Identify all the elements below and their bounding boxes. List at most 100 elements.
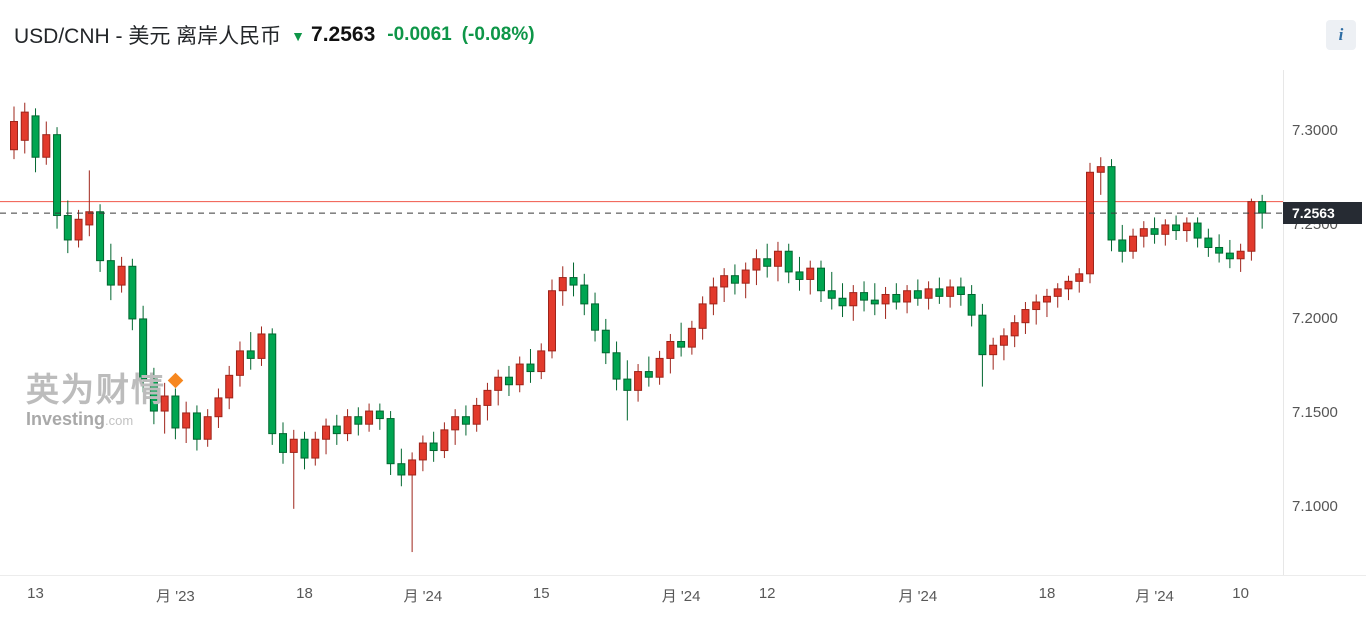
candle-body: [913, 290, 922, 299]
time-axis-label: 18: [296, 585, 313, 602]
candle-body: [827, 290, 836, 299]
candle-body: [160, 395, 169, 412]
candle-body: [343, 416, 352, 435]
candle-body: [96, 211, 105, 262]
candle-body: [1182, 222, 1191, 232]
info-icon: i: [1338, 25, 1344, 44]
candle-body: [1042, 295, 1051, 303]
time-axis-label: 月 '24: [403, 588, 443, 605]
candle-body: [967, 293, 976, 316]
time-axis-label: 15: [532, 585, 550, 602]
quote-header: USD/CNH - 美元 离岸人民币 ▼ 7.2563 -0.0061 (-0.…: [0, 0, 1366, 70]
price-change: -0.0061: [387, 24, 452, 45]
candle-body: [1150, 228, 1159, 235]
candle-body: [537, 350, 546, 373]
last-price-tag: 7.2563: [1283, 202, 1362, 225]
candle-body: [171, 395, 180, 429]
candle-body: [1086, 171, 1094, 275]
time-axis-label: 12: [758, 585, 776, 602]
axis-separator-line: [1283, 70, 1284, 576]
candle-body: [720, 275, 729, 288]
candle-body: [956, 286, 965, 295]
price-axis-label: 7.2000: [1292, 309, 1338, 327]
candle-body: [246, 350, 255, 359]
candle-body: [1236, 250, 1245, 260]
candle-body: [289, 438, 298, 453]
candle-body: [257, 333, 266, 359]
candle-body: [666, 340, 675, 359]
candle-body: [1064, 280, 1073, 290]
candle-body: [558, 277, 567, 292]
candlestick-chart[interactable]: [0, 70, 1283, 575]
candle-body: [235, 350, 244, 376]
price-axis-label: 7.3000: [1292, 121, 1338, 139]
time-axis-label: 月 '24: [898, 588, 938, 605]
candle-body: [612, 352, 621, 380]
candle-body: [461, 416, 470, 425]
candle-body: [1053, 288, 1062, 297]
candle-body: [849, 292, 858, 307]
candle-body: [386, 418, 395, 465]
candle-body: [1225, 252, 1234, 260]
candle-body: [1118, 239, 1127, 252]
candle-body: [31, 115, 40, 158]
candle-body: [741, 269, 750, 284]
candle-body: [192, 412, 201, 440]
candle-body: [397, 463, 406, 476]
candle-body: [903, 290, 912, 303]
candle-body: [63, 215, 72, 241]
candle-body: [74, 218, 83, 241]
candle-body: [20, 111, 29, 141]
price-axis-label: 7.1000: [1292, 497, 1338, 515]
candle-body: [322, 425, 331, 440]
price-axis[interactable]: 7.3000 7.2500 7.2000 7.1500 7.1000: [1284, 70, 1366, 575]
candle-body: [408, 459, 417, 476]
candle-body: [515, 363, 524, 386]
candle-body: [580, 284, 589, 305]
candle-body: [526, 363, 535, 373]
candle-body: [999, 335, 1008, 346]
candle-body: [569, 277, 578, 286]
candle-body: [881, 293, 890, 305]
last-price: 7.2563: [311, 23, 376, 46]
time-axis-label: 18: [1038, 585, 1056, 602]
candle-body: [773, 250, 782, 267]
candle-body: [225, 374, 234, 399]
candle-body: [1010, 322, 1019, 337]
candle-body: [365, 410, 374, 425]
candle-body: [677, 340, 686, 348]
time-axis-label: 10: [1232, 585, 1249, 602]
candle-body: [1172, 224, 1181, 232]
candle-body: [494, 376, 503, 391]
candle-body: [354, 416, 363, 425]
candle-body: [601, 329, 610, 354]
chart-plot-area[interactable]: [0, 70, 1283, 575]
candle-body: [504, 376, 513, 386]
candle-body: [698, 303, 707, 329]
time-axis-label: 月 '23: [156, 588, 195, 605]
candle-body: [53, 134, 62, 217]
candle-body: [687, 327, 696, 348]
candle-body: [1139, 228, 1148, 237]
candle-body: [870, 299, 879, 305]
candle-body: [1215, 246, 1224, 254]
candle-body: [1258, 201, 1267, 214]
candle-body: [817, 267, 825, 292]
candle-body: [591, 303, 600, 331]
candle-body: [935, 288, 944, 297]
candle-body: [1129, 235, 1138, 252]
candle-body: [106, 260, 115, 286]
candle-body: [752, 258, 761, 271]
candle-body: [924, 288, 933, 299]
candle-body: [472, 404, 481, 425]
candle-body: [838, 297, 847, 307]
time-axis[interactable]: 13 月 '23 18 月 '24 15 月 '24 12 月 '24 18 月 '24 10: [0, 575, 1366, 640]
candle-body: [139, 318, 148, 380]
candle-body: [451, 416, 460, 431]
candle-body: [1032, 301, 1041, 311]
candle-body: [730, 275, 739, 284]
candle-body: [483, 389, 492, 406]
info-button[interactable]: i: [1326, 20, 1356, 50]
candle-body: [1021, 309, 1030, 324]
candle-body: [85, 211, 94, 226]
